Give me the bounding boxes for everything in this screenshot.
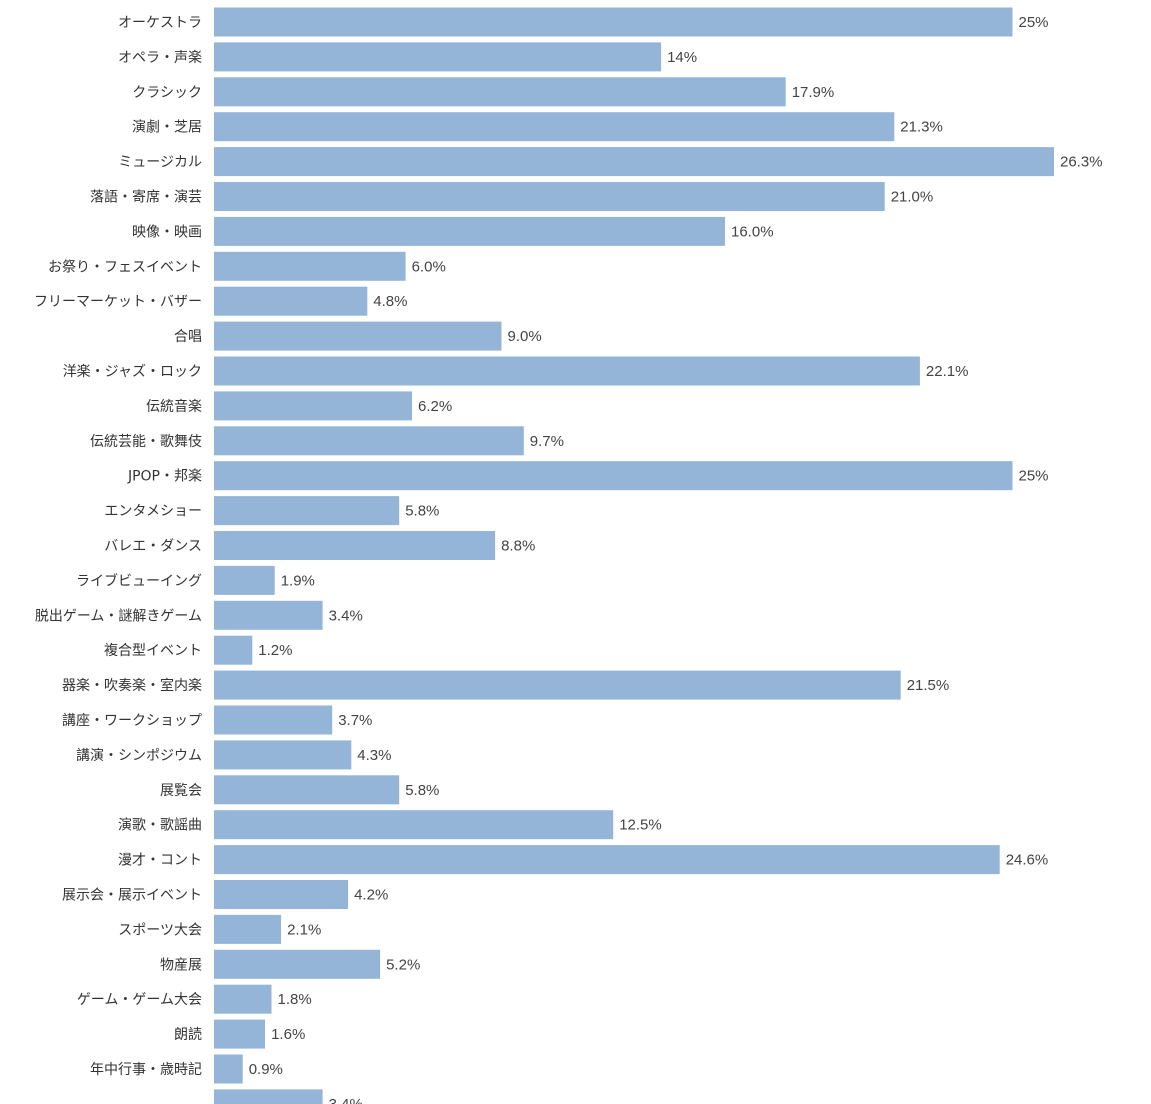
value-label: 26.3% xyxy=(1060,154,1103,171)
value-label: 0.9% xyxy=(249,1061,283,1078)
value-label: 3.4% xyxy=(329,607,363,624)
value-label: 22.1% xyxy=(926,363,969,380)
bar xyxy=(214,1089,323,1104)
bar xyxy=(214,600,323,630)
value-label: 8.8% xyxy=(501,538,535,555)
bar xyxy=(214,565,275,595)
category-label: 物産展 xyxy=(160,957,202,973)
category-label: クラシック xyxy=(132,85,202,101)
category-label: 合唱 xyxy=(174,329,202,345)
bar xyxy=(214,391,412,421)
category-label: 洋楽・ジャズ・ロック xyxy=(63,364,202,380)
value-label: 21.3% xyxy=(900,119,943,136)
value-label: 14% xyxy=(667,49,697,66)
category-label: 朗読 xyxy=(174,1026,202,1043)
value-label: 3.4% xyxy=(329,1096,363,1104)
value-label: 12.5% xyxy=(619,817,662,834)
value-label: 5.8% xyxy=(405,782,439,799)
value-label: 24.6% xyxy=(1006,852,1049,869)
bar xyxy=(214,321,502,351)
value-label: 4.8% xyxy=(373,293,407,310)
bar xyxy=(214,356,920,386)
bar xyxy=(214,1019,266,1049)
value-label: 4.3% xyxy=(357,747,391,764)
value-label: 21.0% xyxy=(891,189,934,206)
bar xyxy=(214,182,885,211)
bar xyxy=(214,42,662,72)
bar xyxy=(214,810,614,840)
category-label: - xyxy=(197,1097,202,1104)
category-label: ミュージカル xyxy=(118,155,202,171)
bar xyxy=(214,7,1013,37)
bar xyxy=(214,705,333,735)
category-label: 展示会・展示イベント xyxy=(62,888,202,904)
bar xyxy=(214,286,368,316)
category-label: スポーツ大会 xyxy=(118,922,202,938)
category-label: 講座・ワークショップ xyxy=(62,713,202,729)
value-label: 6.0% xyxy=(412,258,446,275)
value-label: 5.2% xyxy=(386,956,420,973)
category-label: 講演・シンポジウム xyxy=(76,748,202,764)
category-label: オーケストラ xyxy=(118,15,202,31)
bar xyxy=(214,845,1000,875)
bar xyxy=(214,984,272,1014)
bar xyxy=(214,251,406,281)
value-label: 4.2% xyxy=(354,887,388,904)
category-label: 脱出ゲーム・謎解きゲーム xyxy=(35,608,202,624)
value-label: 25% xyxy=(1019,14,1049,31)
category-label: 展覧会 xyxy=(160,782,202,799)
category-label: バレエ・ダンス xyxy=(104,539,202,555)
category-label: ゲーム・ゲーム大会 xyxy=(77,992,202,1008)
bar xyxy=(214,496,400,526)
value-label: 1.2% xyxy=(258,642,292,659)
category-label: 映像・映画 xyxy=(132,224,202,240)
category-label: 演劇・芝居 xyxy=(132,120,202,136)
category-label: 演歌・歌謡曲 xyxy=(118,818,202,834)
bar xyxy=(214,670,901,700)
bar xyxy=(214,740,352,770)
bar xyxy=(214,880,349,909)
bar xyxy=(214,775,400,805)
category-label: 年中行事・歳時記 xyxy=(90,1061,202,1078)
bar xyxy=(214,112,895,142)
value-label: 9.0% xyxy=(508,328,542,345)
value-label: 3.7% xyxy=(338,712,372,729)
category-label: エンタメショー xyxy=(104,504,202,520)
bar xyxy=(214,461,1013,491)
bar xyxy=(214,1054,243,1084)
category-label: 伝統芸能・歌舞伎 xyxy=(90,434,202,450)
category-label: JPOP・邦楽 xyxy=(127,469,202,485)
category-label: 器楽・吹奏楽・室内楽 xyxy=(62,677,202,694)
category-label: お祭り・フェスイベント xyxy=(48,259,202,275)
category-label: ライブビューイング xyxy=(76,572,202,589)
bar xyxy=(214,949,381,979)
category-label: 落語・寄席・演芸 xyxy=(90,189,202,206)
bar xyxy=(214,531,496,560)
bar xyxy=(214,914,282,944)
value-label: 16.0% xyxy=(731,223,774,240)
value-label: 1.9% xyxy=(281,572,315,589)
category-label: 複合型イベント xyxy=(104,642,202,659)
bar xyxy=(214,147,1054,177)
category-label: フリーマーケット・バザー xyxy=(34,294,202,310)
value-label: 21.5% xyxy=(907,677,950,694)
value-label: 6.2% xyxy=(418,398,452,415)
value-label: 2.1% xyxy=(287,921,321,938)
category-label: 漫才・コント xyxy=(118,853,202,869)
bar xyxy=(214,635,253,665)
bar xyxy=(214,77,786,107)
value-label: 1.6% xyxy=(271,1026,305,1043)
value-label: 25% xyxy=(1019,468,1049,485)
bar xyxy=(214,426,524,456)
value-label: 17.9% xyxy=(792,84,835,101)
category-label: オペラ・声楽 xyxy=(118,50,202,66)
value-label: 1.8% xyxy=(278,991,312,1008)
value-label: 5.8% xyxy=(405,503,439,520)
value-label: 9.7% xyxy=(530,433,564,450)
bar xyxy=(214,216,725,246)
category-label: 伝統音楽 xyxy=(146,398,202,415)
